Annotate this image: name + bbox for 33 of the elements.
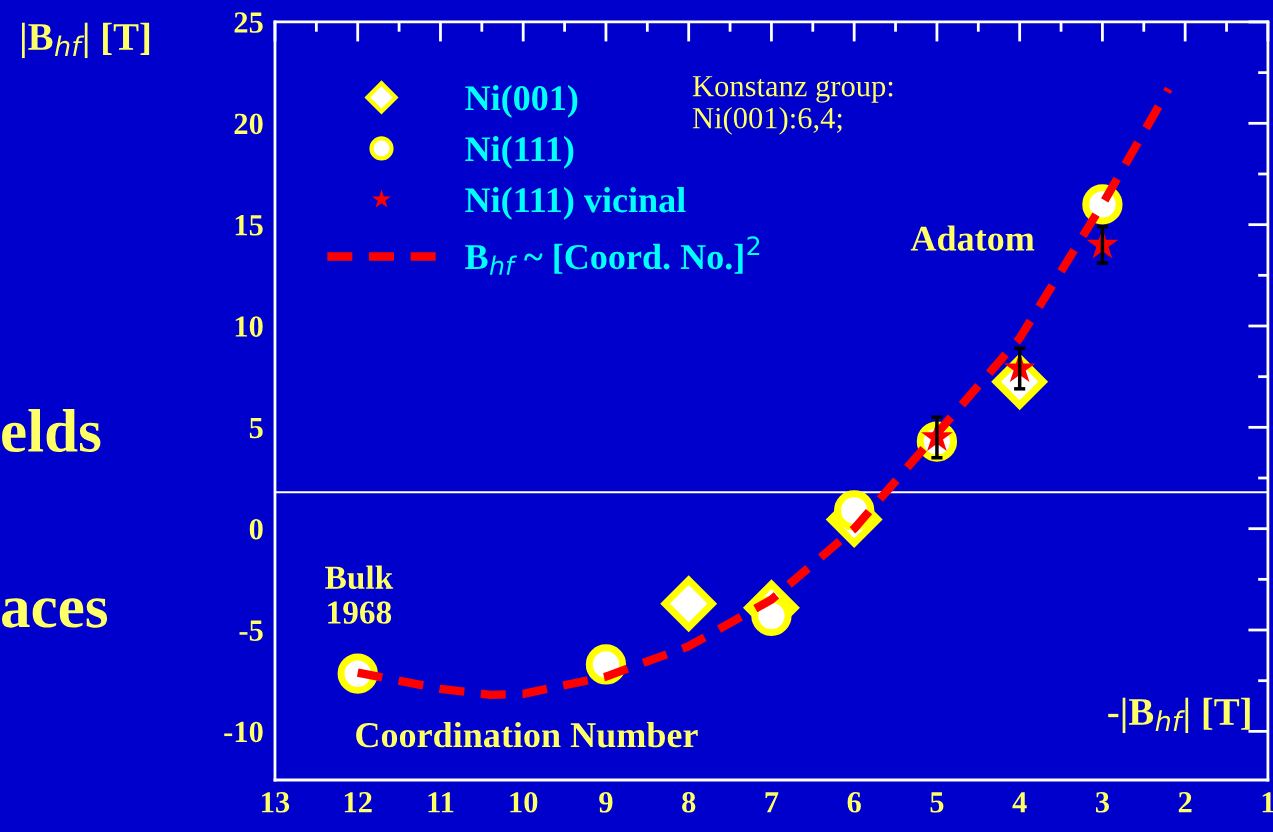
text: elds [2,409,101,453]
x-tick-label: 12 [344,792,372,813]
x-tick-label: 4 [1012,792,1027,813]
y-axis-title: |B$_{hf}$| [T] [22,22,150,59]
x-tick-label: 3 [1095,792,1110,813]
y-tick-label: -10 [224,721,263,743]
annotation: Adatom [910,225,1035,251]
x-tick-label: 8 [682,791,696,813]
y-tick-label: 10 [235,316,263,337]
legend-label: Ni(111) vicinal [465,187,686,220]
x-tick-label: 6 [847,792,861,813]
x-tick-label: 13 [262,792,290,813]
x-tick-label: 10 [510,791,538,813]
y-tick-label: -5 [239,620,263,641]
legend-label: Ni(111) [465,136,574,169]
legend-label: Ni(001) [465,85,578,118]
x-tick-label: 2 [1178,792,1192,813]
x-tick-label: 11 [428,792,454,813]
y-tick-label: 5 [249,417,263,439]
x-tick-label: 5 [930,792,944,813]
y-tick-label: 15 [235,215,263,236]
x-tick-label: 9 [599,792,613,813]
x-tick-label: 1 [1262,792,1273,813]
x-tick-label: 7 [765,792,779,813]
legend-label: B$_{hf}$ ~ [Coord. No.]$^{2}$ [465,236,760,275]
y-tick-label: 0 [249,518,263,540]
annotation: Coordination Number [356,721,698,748]
text: aces [1,598,108,628]
y-tick-label: 25 [234,12,263,33]
annotation: Bulk 1968 [325,565,394,624]
annotation: -|B$_{hf}$| [T] [1108,697,1250,734]
annotation: Konstanz group: Ni(001):6,4; [692,76,893,135]
y-tick-label: 20 [234,113,263,135]
